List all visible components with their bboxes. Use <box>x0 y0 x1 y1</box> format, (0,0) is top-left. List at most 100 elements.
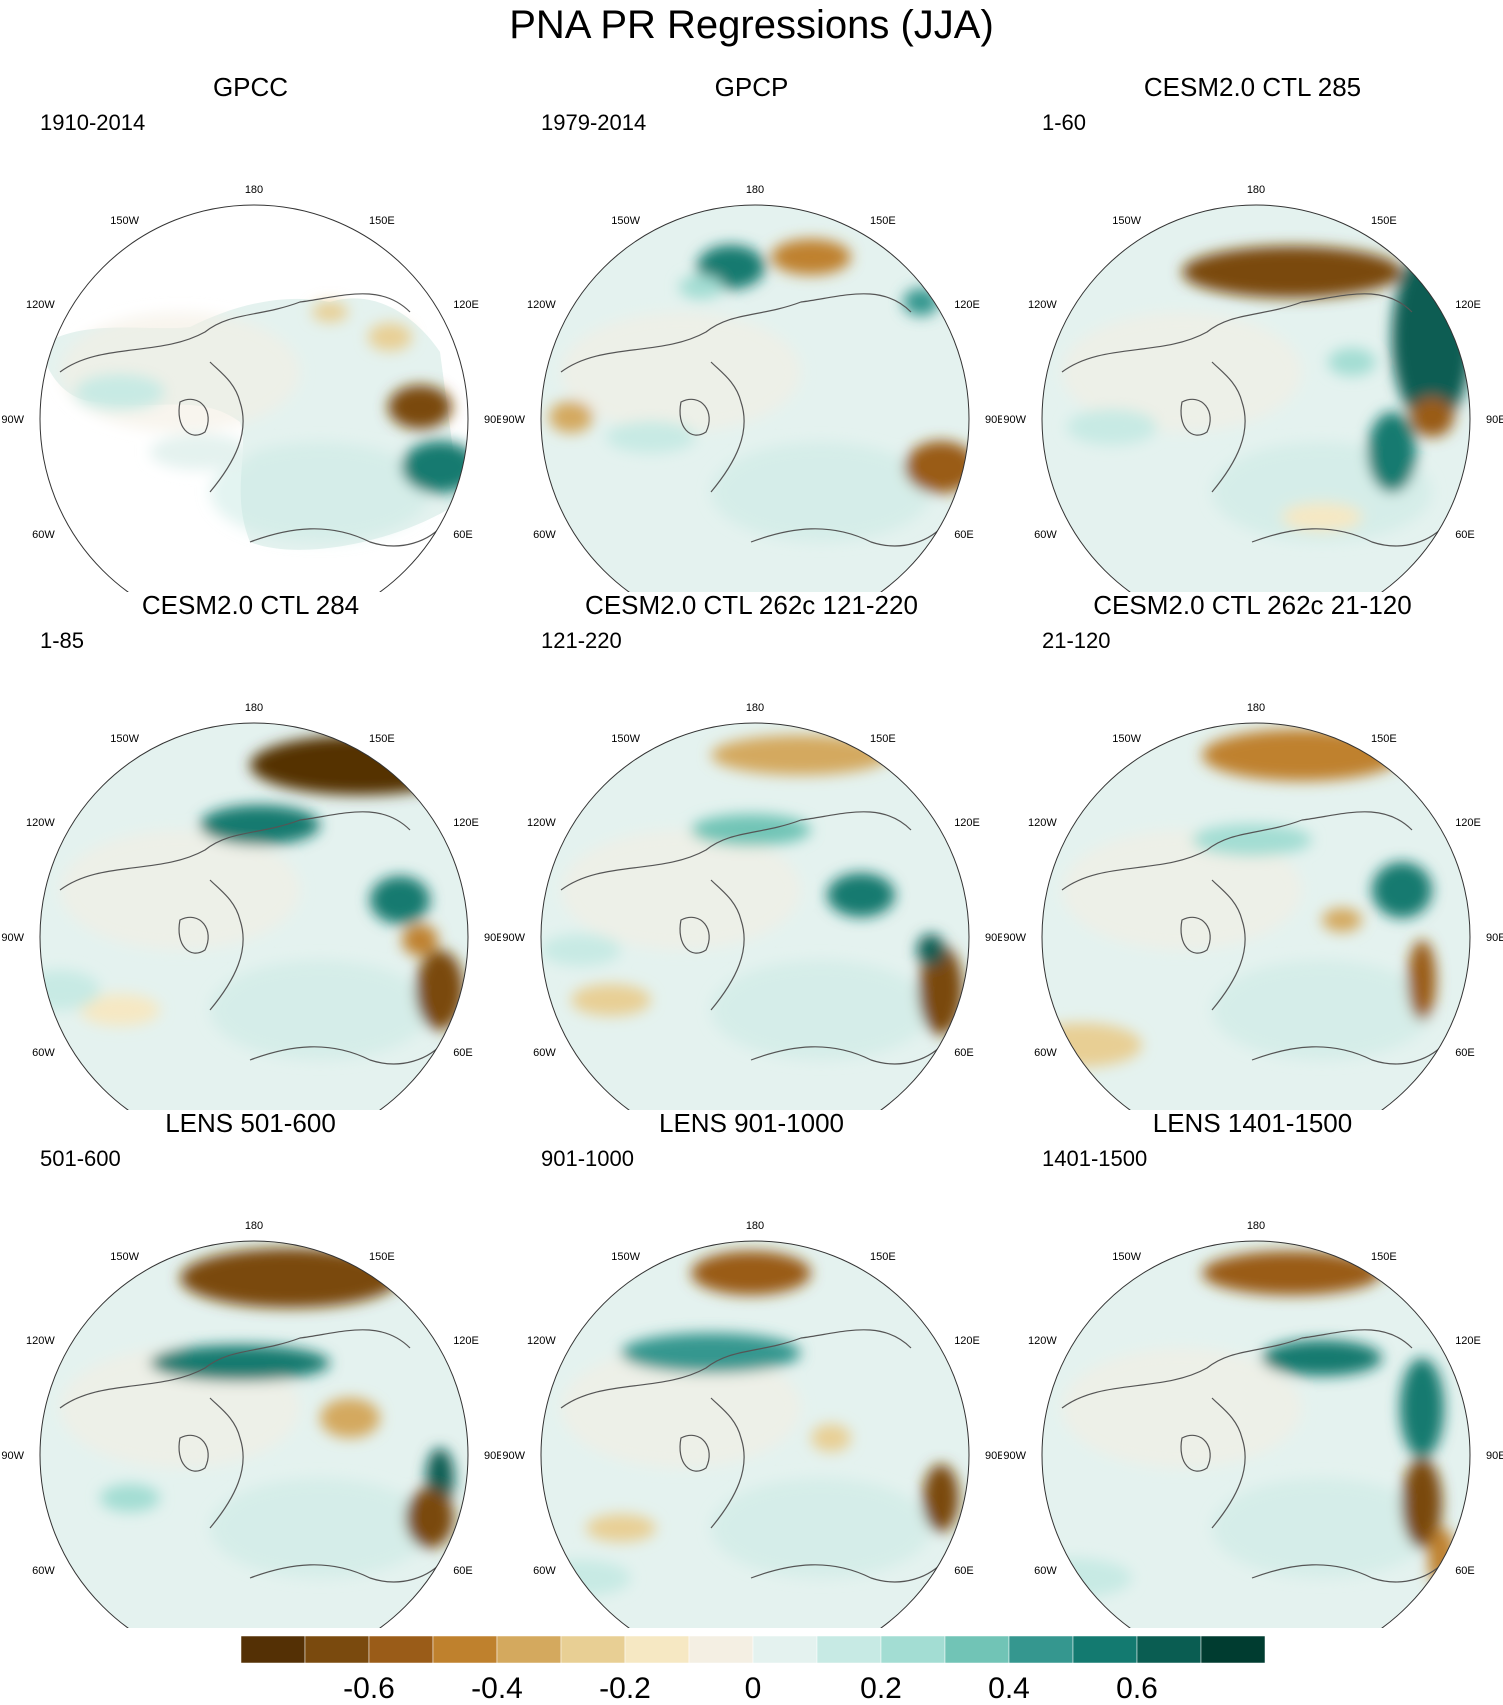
colorbar-swatch <box>752 1636 818 1664</box>
anomaly-contour <box>549 401 593 433</box>
longitude-label: 180 <box>746 1220 764 1232</box>
longitude-label: 120W <box>1028 817 1057 829</box>
anomaly-contour <box>1402 1458 1442 1548</box>
longitude-label: 180 <box>746 702 764 714</box>
map-panel: 180150E120E90E60E30E030W60W90W120W150WCE… <box>1002 72 1503 592</box>
colorbar-tick-label: -0.4 <box>471 1672 523 1703</box>
anomaly-contour <box>811 1424 851 1452</box>
anomaly-contour <box>312 302 348 322</box>
anomaly-contour <box>320 1398 380 1438</box>
colorbar-swatch <box>241 1636 306 1664</box>
anomaly-contour <box>150 434 250 470</box>
longitude-label: 150W <box>1112 1251 1141 1263</box>
polar-map: 180150E120E90E60E30E030W60W90W120W150W <box>1003 702 1503 1110</box>
anomaly-contour <box>370 876 430 924</box>
anomaly-contour <box>1202 1251 1382 1295</box>
anomaly-contour <box>1192 824 1312 856</box>
longitude-label: 120E <box>954 817 980 829</box>
longitude-label: 120E <box>954 1335 980 1347</box>
longitude-label: 150W <box>110 1251 139 1263</box>
polar-map: 180150E120E90E60E30E030W60W90W120W150W <box>1 1220 501 1628</box>
polar-map: 180150E120E90E60E30E030W60W90W120W150W <box>502 184 1002 592</box>
longitude-label: 150E <box>1371 215 1397 227</box>
longitude-label: 90E <box>484 1450 501 1462</box>
longitude-label: 120E <box>1455 299 1481 311</box>
panel-title: LENS 501-600 <box>165 1108 336 1138</box>
anomaly-contour <box>679 275 723 299</box>
anomaly-contour <box>771 239 851 275</box>
anomaly-contour <box>150 1345 330 1381</box>
panel-title: CESM2.0 CTL 285 <box>1143 72 1362 102</box>
anomaly-contour <box>691 814 811 846</box>
map-panel: 180150E120E90E60E30E030W60W90W120W150W GP… <box>501 72 1002 592</box>
longitude-label: 150E <box>870 1251 896 1263</box>
anomaly-contour <box>923 1464 959 1532</box>
longitude-label: 120W <box>1028 299 1057 311</box>
anomaly-contour <box>917 934 945 966</box>
longitude-label: 150E <box>1371 733 1397 745</box>
anomaly-contour <box>1368 412 1416 492</box>
longitude-label: 60E <box>453 1047 473 1059</box>
longitude-label: 150W <box>611 1251 640 1263</box>
map-boundary <box>39 1240 469 1628</box>
longitude-label: 150W <box>611 215 640 227</box>
longitude-label: 120W <box>1028 1335 1057 1347</box>
longitude-label: 180 <box>245 702 263 714</box>
panel-title: GPCP <box>714 72 789 102</box>
figure-title: PNA PR Regressions (JJA) <box>509 3 994 47</box>
colorbar-swatch <box>432 1636 498 1664</box>
longitude-label: 60E <box>954 1565 974 1577</box>
longitude-label: 150E <box>1371 1251 1397 1263</box>
panel-title: LENS 901-1000 <box>658 1108 845 1138</box>
polar-map: 180150E120E90E60E30E030W60W90W120W150W <box>502 702 1002 1110</box>
longitude-label: 150W <box>110 733 139 745</box>
map-panel: 180150E120E90E60E30E030W60W90W120W150WLE… <box>1002 1108 1503 1628</box>
longitude-label: 90W <box>1 932 24 944</box>
anomaly-contour <box>691 1251 811 1295</box>
map-boundary <box>1041 722 1471 1110</box>
coastlines <box>59 811 446 1065</box>
map-panel: 180150E120E90E60E30E030W60W90W120W150WCE… <box>1002 590 1503 1110</box>
map-panel: 180150E120E90E60E30E030W60W90W120W150WLE… <box>0 1108 501 1628</box>
longitude-label: 120E <box>453 1335 479 1347</box>
longitude-label: 150E <box>369 1251 395 1263</box>
longitude-label: 90W <box>1 414 24 426</box>
anomaly-contour <box>416 950 464 1030</box>
anomaly-contour <box>1428 1528 1456 1588</box>
colorbar-swatch <box>1200 1636 1265 1664</box>
longitude-label: 120E <box>453 817 479 829</box>
anomaly-contour <box>606 421 696 453</box>
map-boundary <box>39 204 469 592</box>
colorbar-swatch <box>1072 1636 1138 1664</box>
map-panel: 180150E120E90E60E30E030W60W90W120W150WCE… <box>0 590 501 1110</box>
longitude-label: 90W <box>1003 932 1026 944</box>
colorbar-swatch <box>880 1636 946 1664</box>
longitude-label: 60E <box>1455 529 1475 541</box>
longitude-label: 60E <box>954 1047 974 1059</box>
colorbar-tick-label: 0.6 <box>1116 1672 1158 1703</box>
longitude-label: 90W <box>502 932 525 944</box>
anomaly-contour <box>905 441 969 493</box>
colorbar-swatch <box>1136 1636 1202 1664</box>
polar-map: 180150E120E90E60E30E030W60W90W120W150W <box>502 1220 1002 1628</box>
anomaly-contour <box>200 805 320 845</box>
longitude-label: 150W <box>110 215 139 227</box>
longitude-label: 180 <box>1247 1220 1265 1232</box>
longitude-label: 120E <box>453 299 479 311</box>
anomaly-contour <box>621 1333 801 1373</box>
longitude-label: 150E <box>369 733 395 745</box>
anomaly-contour <box>406 1488 454 1548</box>
anomaly-contour <box>1042 1023 1142 1067</box>
longitude-label: 60E <box>453 529 473 541</box>
longitude-label: 120W <box>527 1335 556 1347</box>
anomaly-contour <box>711 735 891 775</box>
colorbar-swatch <box>304 1636 370 1664</box>
colorbar-swatch <box>944 1636 1010 1664</box>
anomaly-contour <box>1182 246 1402 298</box>
longitude-label: 180 <box>1247 702 1265 714</box>
map-boundary <box>39 722 469 1110</box>
panel-title: GPCC <box>212 72 289 102</box>
colorbar-swatch <box>560 1636 626 1664</box>
anomaly-contour <box>180 1248 400 1308</box>
anomaly-contour <box>541 934 621 966</box>
